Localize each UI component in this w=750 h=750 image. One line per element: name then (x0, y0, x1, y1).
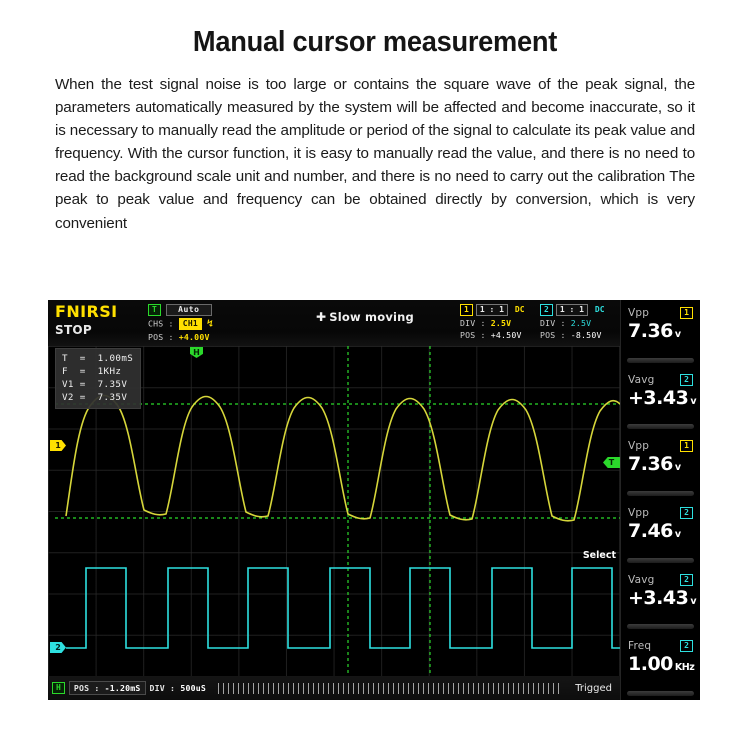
measurement-channel-badge: 1 (680, 440, 693, 453)
ch1-sine-trace (65, 394, 620, 522)
pan-hint: ✚ Slow moving (270, 300, 460, 324)
channel-1-div-value: 2.5V (490, 318, 512, 328)
trigger-status: Trigged (575, 682, 612, 694)
channel-2-probe-ratio[interactable]: 1 : 1 (555, 304, 588, 316)
oscilloscope-screenshot: FNIRSI STOP T Auto CHS : CH1 ↯ POS : +4.… (48, 300, 700, 700)
timebase-div-label: DIV : (149, 683, 176, 693)
channel-2-ground-marker[interactable]: 2 (50, 642, 66, 653)
measurement-panel: Vpp 1 7.36 v Vavg 2 +3.43 v Vpp 1 7.36 v (620, 300, 700, 700)
channel-2-badge[interactable]: 2 (540, 304, 553, 316)
trigger-source-value[interactable]: CH1 (178, 318, 202, 330)
trigger-settings-block[interactable]: T Auto CHS : CH1 ↯ POS : +4.00V (148, 300, 270, 342)
measurement-card[interactable]: Vavg 2 +3.43 v (621, 367, 700, 434)
measurement-name: Vpp (628, 507, 650, 520)
measurement-channel-badge: 1 (680, 307, 693, 319)
horizontal-pos[interactable]: POS : -1.20mS (68, 681, 146, 695)
measurement-name: Vpp (628, 440, 650, 453)
measurement-value: +3.43 v (628, 386, 697, 409)
channel-2-pos-label: POS : (540, 330, 566, 340)
run-state-label[interactable]: STOP (55, 323, 93, 337)
cursor-readout-box: T = 1.00mS F = 1KHz V1 = 7.35V V2 = 7.35… (55, 348, 142, 410)
channel-1-ground-marker[interactable]: 1 (50, 440, 66, 451)
measurement-card[interactable]: Freq 2 1.00 KHz (621, 633, 700, 700)
channel-2-settings[interactable]: 2 1 : 1 DC DIV : 2.5V POS : -8.50V (540, 300, 620, 340)
timebase-div[interactable]: DIV : 500uS (150, 683, 206, 693)
ch2-square-trace (66, 567, 620, 649)
measurement-value: 1.00 KHz (628, 653, 695, 676)
scope-top-bar: FNIRSI STOP T Auto CHS : CH1 ↯ POS : +4.… (48, 300, 620, 346)
channel-1-coupling[interactable]: DC (514, 305, 525, 314)
measurement-card[interactable]: Vavg 2 +3.43 v (621, 567, 700, 634)
article-paragraph: When the test signal noise is too large … (55, 76, 695, 232)
measurement-name: Vavg (628, 373, 655, 386)
measurement-name: Freq (628, 640, 652, 653)
channel-2-pos-row: POS : -8.50V (540, 330, 620, 340)
channel-1-div-label: DIV : (460, 318, 486, 328)
measurement-card[interactable]: Vpp 2 7.46 v (621, 500, 700, 567)
horizontal-pos-label: POS : (73, 683, 100, 693)
trigger-level-marker[interactable]: T (603, 457, 620, 468)
measurement-unit: v (674, 529, 681, 541)
channel-1-badge[interactable]: 1 (460, 304, 473, 316)
channel-1-pos-label: POS : (460, 330, 486, 340)
horizontal-position-marker[interactable]: H (190, 347, 203, 358)
measurement-unit: v (690, 395, 697, 407)
trigger-pos-value: +4.00V (178, 332, 210, 342)
scope-display: FNIRSI STOP T Auto CHS : CH1 ↯ POS : +4.… (48, 300, 700, 700)
rising-edge-icon[interactable]: ↯ (207, 318, 214, 330)
measurement-channel-badge: 2 (680, 640, 693, 653)
channel-1-pos-value: +4.50V (490, 330, 522, 340)
measurement-value: +3.43 v (628, 586, 697, 609)
brand-logo: FNIRSI (55, 302, 118, 321)
channel-1-div-row: DIV : 2.5V (460, 318, 540, 328)
trigger-mode[interactable]: Auto (165, 304, 212, 316)
channel-2-coupling[interactable]: DC (594, 305, 605, 314)
gridlines (48, 346, 620, 676)
measurement-name: Vpp (628, 307, 650, 319)
trigger-source-row[interactable]: CHS : CH1 ↯ (148, 318, 270, 330)
timebase-div-value: 500uS (180, 683, 206, 693)
scope-bottom-bar: H POS : -1.20mS DIV : 500uS Trigged (48, 676, 620, 700)
pan-hint-label: Slow moving (329, 310, 414, 324)
select-label[interactable]: Select (582, 550, 616, 561)
brand-block: FNIRSI STOP (48, 300, 148, 337)
trigger-badge: T (148, 304, 161, 316)
measurement-value: 7.36 v (628, 320, 681, 342)
channel-1-pos-row: POS : +4.50V (460, 330, 540, 340)
trigger-pos-row: POS : +4.00V (148, 332, 270, 342)
article-body: When the test signal noise is too large … (55, 73, 695, 235)
trigger-pos-label: POS : (148, 332, 174, 342)
measurement-unit: v (690, 595, 697, 607)
channel-2-div-row: DIV : 2.5V (540, 318, 620, 328)
measurement-channel-badge: 2 (680, 373, 693, 386)
horizontal-pos-value: -1.20mS (104, 683, 141, 693)
waveform-canvas (55, 346, 620, 676)
measurement-card[interactable]: Vpp 1 7.36 v (621, 433, 700, 501)
page-title: Manual cursor measurement (192, 26, 558, 58)
measurement-value: 7.46 v (628, 520, 681, 543)
channel-1-probe-ratio[interactable]: 1 : 1 (475, 304, 508, 316)
trigger-source-label: CHS : (148, 318, 174, 329)
measurement-unit: KHz (674, 662, 695, 674)
channel-2-pos-value: -8.50V (570, 330, 602, 340)
move-arrows-icon: ✚ (316, 310, 327, 324)
measurement-channel-badge: 2 (680, 507, 693, 520)
waveform-grid[interactable]: T = 1.00mS F = 1KHz V1 = 7.35V V2 = 7.35… (48, 346, 620, 676)
measurement-name: Vavg (628, 573, 655, 586)
memory-depth-ruler[interactable] (217, 682, 564, 694)
channel-2-div-value: 2.5V (570, 318, 592, 328)
measurement-card[interactable]: Vpp 1 7.36 v (621, 300, 700, 367)
channel-2-div-label: DIV : (540, 318, 566, 328)
horizontal-badge: H (52, 682, 65, 694)
measurement-unit: v (674, 462, 681, 474)
measurement-unit: v (674, 329, 681, 340)
measurement-channel-badge: 2 (680, 573, 693, 586)
channel-1-settings[interactable]: 1 1 : 1 DC DIV : 2.5V POS : +4.50V (460, 300, 540, 340)
measurement-value: 7.36 v (628, 453, 681, 476)
